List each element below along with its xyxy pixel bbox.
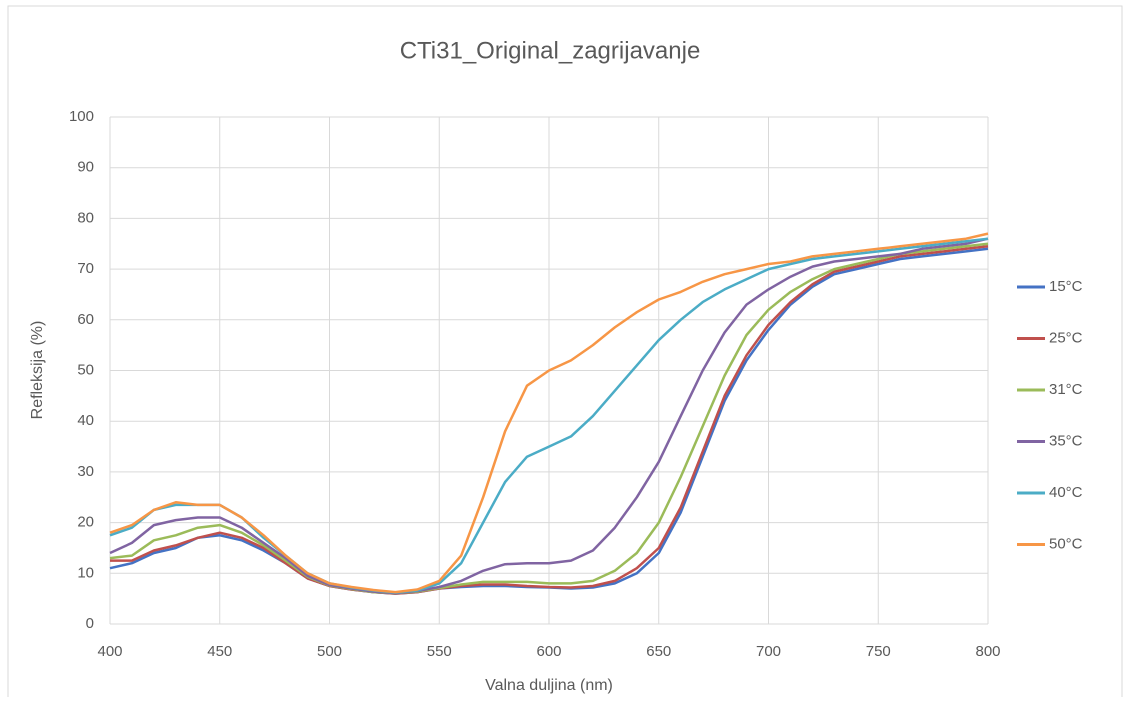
y-tick-label: 0	[86, 615, 94, 632]
chart-title: CTi31_Original_zagrijavanje	[400, 37, 701, 64]
x-tick-label: 600	[536, 643, 561, 660]
x-tick-label: 400	[97, 643, 122, 660]
y-tick-label: 10	[77, 564, 94, 581]
legend-label: 50°C	[1049, 535, 1083, 552]
y-tick-label: 30	[77, 463, 94, 480]
legend-label: 25°C	[1049, 329, 1083, 346]
x-tick-label: 750	[866, 643, 891, 660]
y-tick-label: 100	[69, 108, 94, 125]
x-tick-label: 550	[427, 643, 452, 660]
legend-label: 31°C	[1049, 381, 1083, 398]
y-tick-label: 90	[77, 159, 94, 176]
legend-label: 40°C	[1049, 484, 1083, 501]
y-tick-label: 60	[77, 311, 94, 328]
series-line	[109, 242, 989, 595]
series-line	[110, 245, 989, 595]
y-tick-label: 50	[77, 361, 94, 378]
series-line	[109, 237, 989, 595]
chart-border	[7, 5, 1123, 702]
x-tick-label: 450	[207, 643, 232, 660]
y-tick-label: 20	[77, 514, 94, 531]
x-axis-label: Valna duljina (nm)	[485, 677, 613, 694]
x-tick-label: 650	[646, 643, 671, 660]
series-line	[109, 232, 989, 594]
x-tick-label: 500	[317, 643, 342, 660]
x-tick-label: 800	[975, 643, 1000, 660]
series-line	[109, 237, 989, 594]
legend-label: 15°C	[1049, 278, 1083, 295]
legend-label: 35°C	[1049, 432, 1083, 449]
y-tick-label: 40	[77, 412, 94, 429]
y-axis-label: Refleksija (%)	[29, 321, 46, 420]
x-tick-label: 700	[756, 643, 781, 660]
y-tick-label: 80	[77, 209, 94, 226]
y-tick-label: 70	[77, 260, 94, 277]
